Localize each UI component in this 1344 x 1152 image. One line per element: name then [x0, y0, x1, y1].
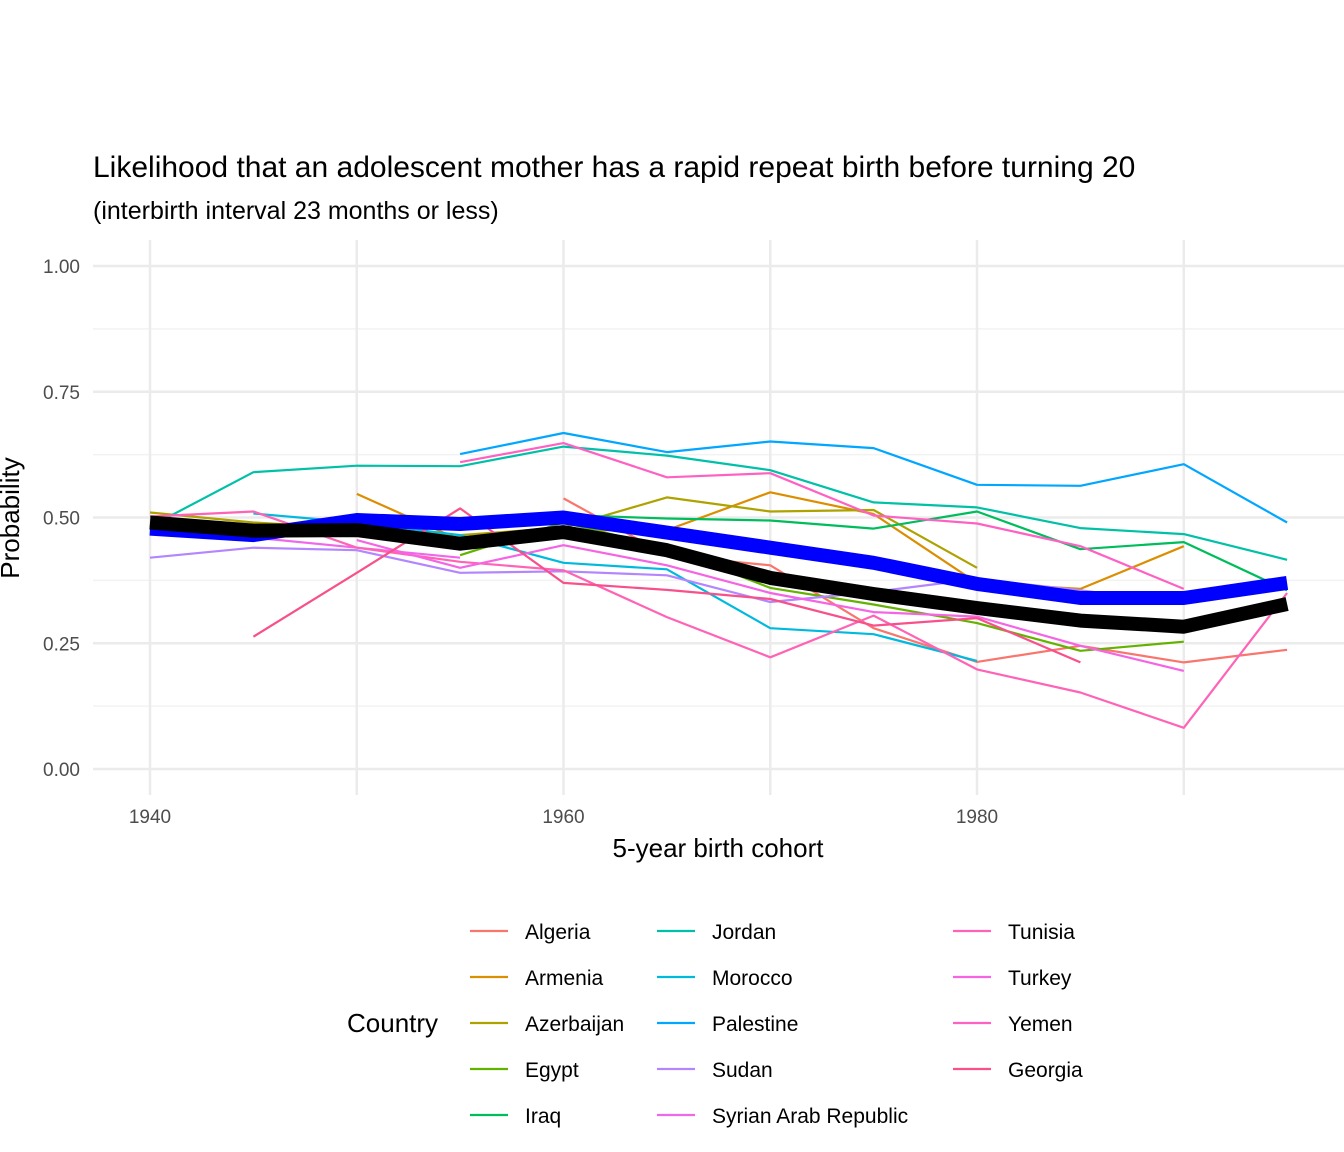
- series-line-turkey: [356, 539, 1185, 672]
- legend-label: Syrian Arab Republic: [712, 1105, 908, 1128]
- legend-label: Morocco: [712, 967, 793, 990]
- series-line-jordan: [149, 445, 1288, 561]
- y-tick-label: 0.50: [43, 509, 80, 530]
- legend-label: Sudan: [712, 1059, 773, 1082]
- summary-line-blue: [149, 510, 1289, 605]
- y-tick-label: 0.75: [43, 383, 80, 404]
- legend-item: Algeria: [470, 921, 591, 944]
- y-tick-label: 0.25: [43, 634, 80, 655]
- legend-label: Jordan: [712, 921, 776, 944]
- legend-item: Sudan: [657, 1059, 773, 1082]
- legend-item: Palestine: [657, 1013, 798, 1036]
- legend-label: Turkey: [1008, 967, 1072, 990]
- y-axis-title: Probability: [0, 457, 25, 578]
- legend-item: Morocco: [657, 967, 793, 990]
- legend-item: Azerbaijan: [470, 1013, 624, 1036]
- legend-item: Egypt: [470, 1059, 579, 1082]
- legend-item: Georgia: [953, 1059, 1083, 1082]
- legend-item: Tunisia: [953, 921, 1075, 944]
- chart-subtitle: (interbirth interval 23 months or less): [93, 197, 499, 225]
- legend-label: Palestine: [712, 1013, 798, 1036]
- y-tick-label: 0.00: [43, 760, 80, 781]
- legend-item: Syrian Arab Republic: [657, 1105, 908, 1128]
- major-gridlines: [93, 240, 1344, 795]
- series-line-georgia: [252, 507, 1081, 664]
- legend-title: Country: [347, 1008, 438, 1038]
- y-axis-ticks: 0.00 0.25 0.50 0.75 1.00: [43, 257, 80, 781]
- chart-title: Likelihood that an adolescent mother has…: [93, 151, 1135, 184]
- legend-item: Turkey: [953, 967, 1072, 990]
- legend-item: Iraq: [470, 1105, 561, 1128]
- legend-label: Armenia: [525, 967, 604, 990]
- legend-item: Armenia: [470, 967, 604, 990]
- legend-label: Tunisia: [1008, 921, 1075, 944]
- legend-label: Georgia: [1008, 1059, 1083, 1082]
- summary-series: [149, 510, 1289, 634]
- x-axis-title: 5-year birth cohort: [613, 833, 825, 863]
- summary-line-black: [149, 515, 1289, 634]
- legend-label: Azerbaijan: [525, 1013, 624, 1036]
- x-tick-label: 1960: [542, 807, 584, 828]
- x-axis-ticks: 1940 1960 1980: [129, 807, 998, 828]
- x-tick-label: 1980: [956, 807, 998, 828]
- legend-label: Algeria: [525, 921, 591, 944]
- x-tick-label: 1940: [129, 807, 171, 828]
- series-line-palestine: [459, 431, 1288, 524]
- y-tick-label: 1.00: [43, 257, 80, 278]
- legend-label: Iraq: [525, 1105, 561, 1128]
- series-line-yemen: [459, 442, 1185, 590]
- legend-label: Yemen: [1008, 1013, 1073, 1036]
- series-line-tunisia: [149, 510, 1288, 729]
- legend-item: Jordan: [657, 921, 776, 944]
- legend: Algeria Armenia Azerbaijan Egypt Iraq Jordan M…: [470, 921, 1083, 1128]
- legend-item: Yemen: [953, 1013, 1073, 1036]
- legend-label: Egypt: [525, 1059, 579, 1082]
- minor-gridlines: [93, 328, 1344, 707]
